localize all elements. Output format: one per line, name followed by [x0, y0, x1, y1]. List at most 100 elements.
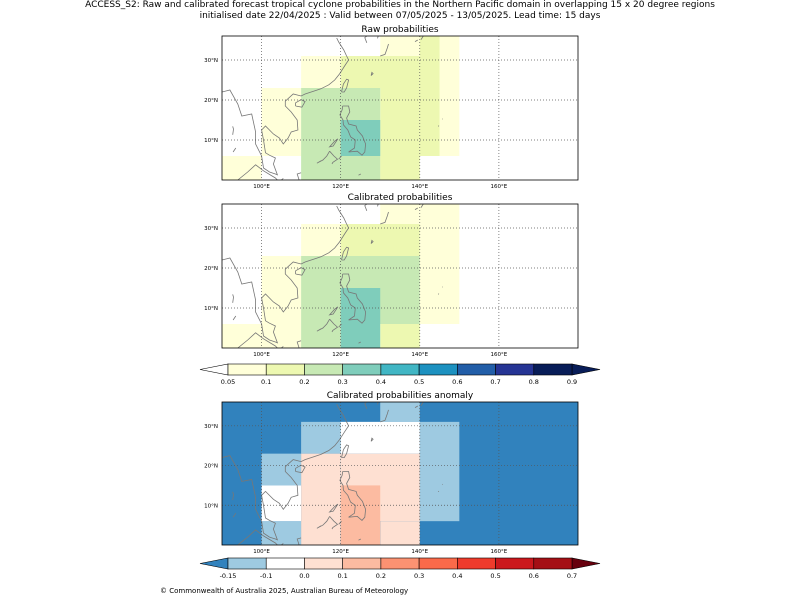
coastline [339, 273, 367, 324]
panel-title: Calibrated probabilities [348, 193, 453, 203]
coastline [316, 150, 330, 164]
coastline [420, 402, 424, 406]
coastline [364, 204, 368, 211]
coastline [328, 503, 339, 513]
coastline [339, 471, 367, 521]
coastline [341, 246, 350, 261]
coastline [420, 204, 424, 208]
colorbar-segment [342, 363, 382, 376]
coastline [329, 150, 339, 165]
probability-cell [380, 88, 420, 180]
probability-cell [419, 204, 460, 324]
panel-title: Raw probabilities [361, 25, 439, 35]
colorbar-segment [265, 557, 305, 570]
coastline [329, 318, 339, 333]
colorbar-segment [495, 363, 535, 376]
colorbar-segment [380, 557, 420, 570]
probability-cell [380, 324, 420, 348]
probability-cell [340, 120, 381, 156]
coastline [338, 155, 342, 160]
coastline [358, 341, 361, 344]
probability-cell [301, 56, 341, 88]
colorbar-tick-label: 0.7 [490, 378, 500, 386]
map-content [222, 204, 578, 348]
x-tick-label: 120°E [332, 184, 349, 190]
coastline [237, 332, 278, 348]
map-frame [221, 401, 579, 546]
colorbar-segment [418, 363, 458, 376]
probability-cell [380, 204, 420, 224]
coastline [296, 172, 302, 180]
colorbar-segment [418, 557, 458, 570]
coastline [341, 78, 350, 93]
colorbar-segment [533, 557, 573, 570]
colorbar-segment [342, 557, 382, 570]
x-tick-label: 100°E [253, 549, 270, 555]
probability-cell [340, 288, 381, 348]
probability-cell [380, 36, 420, 56]
map-frame [221, 203, 579, 349]
coastline [296, 340, 302, 348]
colorbar-segment [495, 557, 535, 570]
probability-cell [340, 224, 420, 256]
coastline [414, 207, 418, 210]
colorbar-segment [304, 363, 343, 376]
colorbar-tick-label: 0.5 [490, 572, 500, 580]
colorbar-segment [227, 363, 267, 376]
colorbar-tick-label: 0.6 [452, 378, 462, 386]
map-frame [221, 35, 579, 181]
coastline [358, 538, 361, 541]
colorbar-tick-label: 0.3 [414, 572, 424, 580]
colorbar-segment [457, 557, 496, 570]
coastline [414, 39, 418, 42]
y-tick-label: 20°N [204, 464, 218, 470]
colorbar-tick-label: 0.1 [337, 572, 347, 580]
colorbar-tick-label: 0.4 [452, 572, 462, 580]
probability-cell [261, 453, 302, 486]
coastline [329, 516, 339, 530]
colorbar-tick-label: -0.1 [260, 572, 273, 580]
x-tick-label: 120°E [332, 352, 349, 358]
coastline [222, 403, 350, 541]
colorbar-anomaly: -0.15 -0.1 0.0 0.1 0.2 0.3 0.4 0.5 0.6 0.7 [199, 557, 601, 580]
colorbar-tick-label: 0.2 [299, 378, 309, 386]
coastline [414, 405, 418, 408]
probability-cell [301, 324, 341, 348]
coastline [364, 402, 368, 409]
coastline [295, 267, 306, 276]
colorbar-segment [380, 363, 420, 376]
map-panel-3: 100°E 120°E 140°E 160°E 10°N 20°N 30°N Calibrat… [204, 391, 579, 555]
coastline [341, 444, 350, 458]
coastline [380, 211, 389, 225]
title-line-2: initialised date 22/04/2025 : Valid betw… [199, 11, 601, 21]
coastline [338, 520, 342, 525]
colorbar-segment [265, 363, 305, 376]
probability-cell [419, 421, 460, 522]
figure-title: ACCESS_S2: Raw and calibrated forecast t… [0, 0, 800, 22]
y-tick-label: 30°N [204, 226, 218, 232]
colorbar-tick-label: 0.05 [221, 378, 235, 386]
coastline [295, 99, 306, 108]
x-tick-label: 160°E [491, 549, 508, 555]
probability-cell [419, 36, 440, 156]
coastline [420, 36, 424, 40]
colorbar-under-triangle [199, 363, 229, 376]
colorbar-tick-label: 0.2 [376, 572, 386, 580]
coastline [358, 173, 361, 176]
probability-cell [261, 256, 302, 324]
colorbar-segment [533, 363, 573, 376]
colorbar-tick-label: -0.15 [220, 572, 237, 580]
y-tick-label: 10°N [204, 503, 218, 509]
y-tick-label: 30°N [204, 424, 218, 430]
colorbar-tick-label: 0.3 [337, 378, 347, 386]
x-tick-label: 140°E [411, 352, 428, 358]
colorbar-tick-label: 0.7 [567, 572, 577, 580]
coastline [316, 318, 330, 332]
title-line-1: ACCESS_S2: Raw and calibrated forecast t… [85, 0, 715, 10]
probability-cell [261, 120, 302, 156]
probability-cell [301, 224, 341, 256]
coastline [296, 537, 302, 545]
probability-cell [261, 88, 302, 120]
coastline [232, 147, 237, 153]
coastline [328, 306, 339, 316]
